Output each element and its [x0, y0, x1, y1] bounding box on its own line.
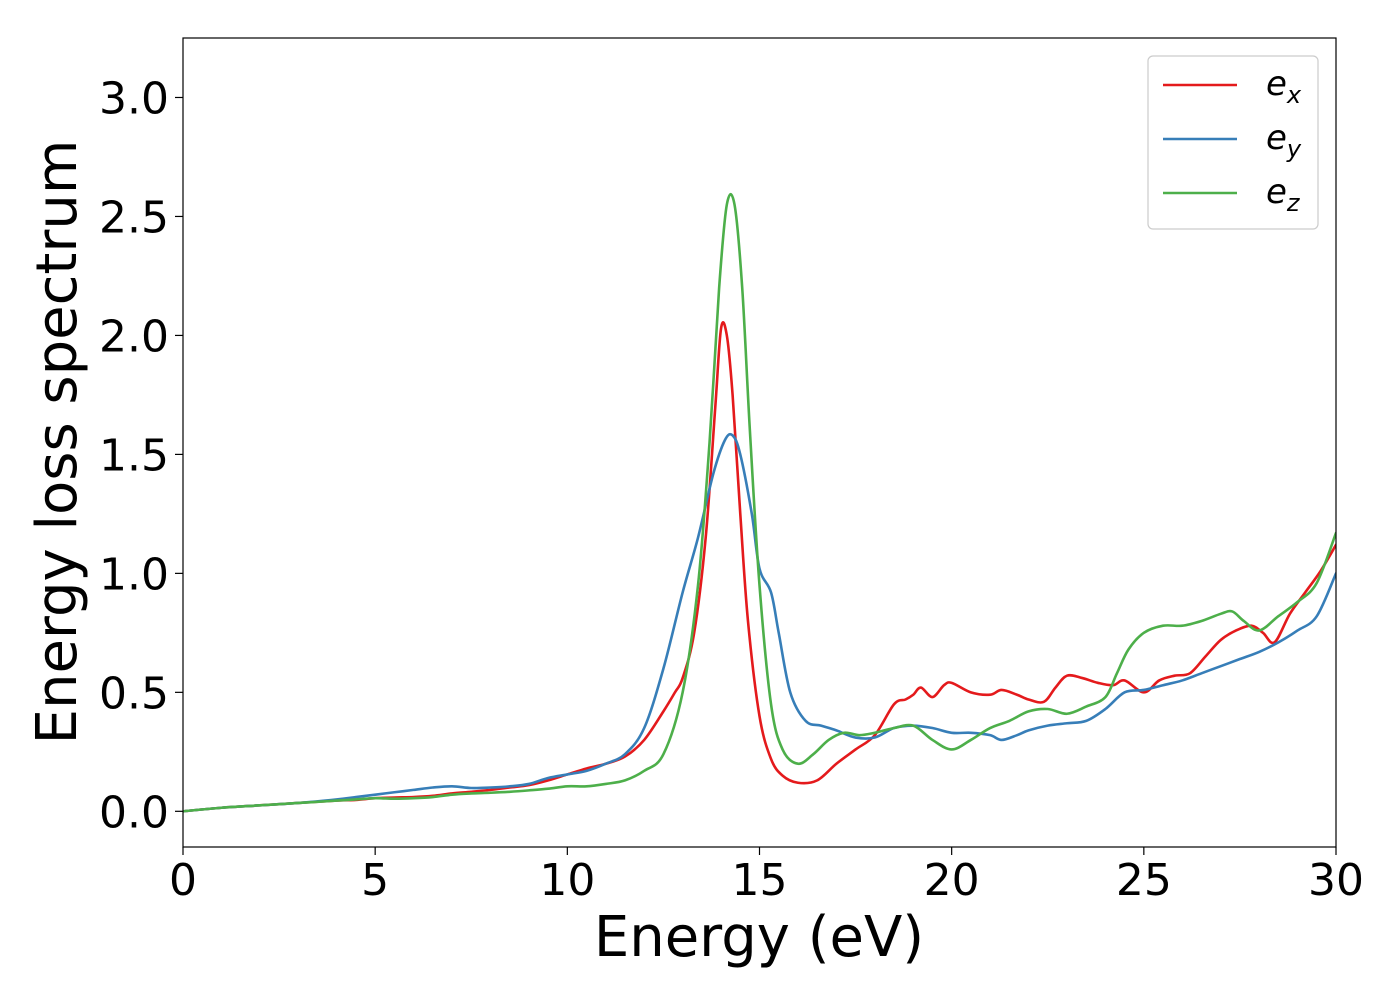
legend-label-subscript: y [1286, 135, 1302, 163]
x-tick-label: 15 [732, 855, 788, 906]
x-tick-label: 5 [361, 855, 389, 906]
y-axis-title: Energy loss spectrum [25, 140, 90, 745]
y-tick-label: 2.0 [99, 311, 169, 362]
legend-label-subscript: x [1286, 81, 1302, 109]
legend-label-e-y: ey [1266, 118, 1302, 163]
x-tick-label: 20 [924, 855, 980, 906]
x-tick-label: 25 [1116, 855, 1172, 906]
series-line-e-x [183, 321, 1336, 813]
x-tick-label: 10 [539, 855, 595, 906]
y-tick-label: 1.0 [99, 549, 169, 600]
legend-box [1147, 55, 1319, 230]
x-axis-title: Energy (eV) [594, 905, 924, 970]
series-line-e-z [183, 192, 1336, 813]
series-layer [183, 192, 1336, 813]
x-axis: 0 5 10 15 20 25 30 [169, 847, 1364, 906]
y-tick-label: 1.5 [99, 430, 169, 481]
x-tick-label: 30 [1308, 855, 1364, 906]
y-tick-label: 3.0 [99, 73, 169, 124]
y-axis: 0.0 0.5 1.0 1.5 2.0 2.5 3.0 [99, 73, 183, 838]
y-tick-label: 2.5 [99, 192, 169, 243]
legend-label-e-x: ex [1266, 64, 1302, 109]
legend-label-base: e [1266, 172, 1287, 212]
legend-label-base: e [1266, 64, 1287, 104]
series-line-e-y [183, 432, 1336, 813]
y-tick-label: 0.5 [99, 668, 169, 719]
legend-label-base: e [1266, 118, 1287, 158]
y-tick-label: 0.0 [99, 787, 169, 838]
legend-label-subscript: z [1286, 189, 1301, 217]
legend-label-e-z: ez [1266, 172, 1301, 217]
x-tick-label: 0 [169, 855, 197, 906]
